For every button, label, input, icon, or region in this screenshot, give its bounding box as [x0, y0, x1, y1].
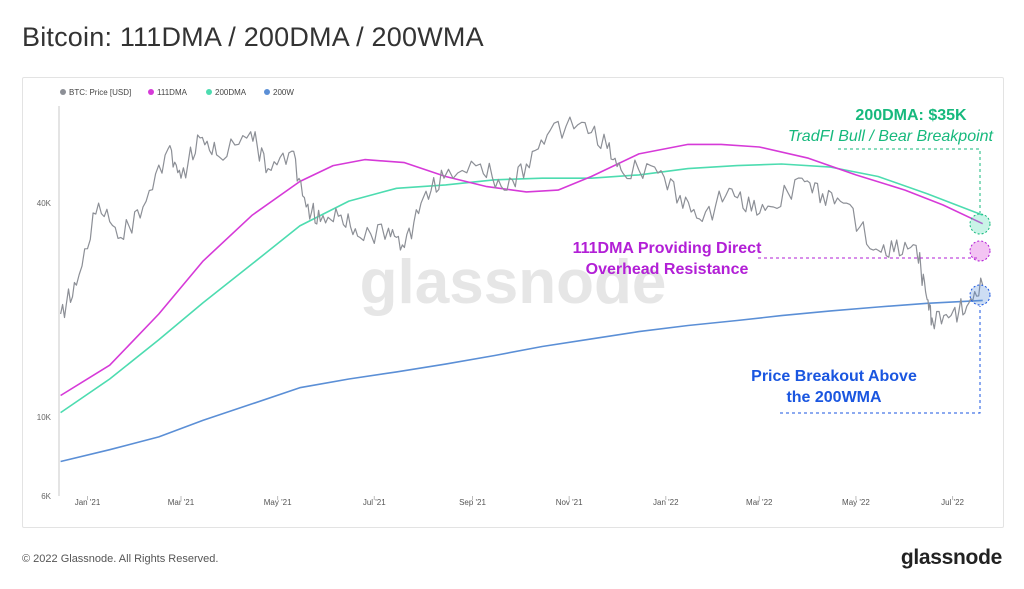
- dma111-annotation-line1: 111DMA Providing Direct: [573, 240, 762, 257]
- dma111-marker: [969, 240, 991, 262]
- dma200-marker: [969, 213, 991, 235]
- y-tick-label: 10K: [37, 413, 52, 422]
- legend-marker: [264, 89, 270, 95]
- dma111-annotation-line2: Overhead Resistance: [586, 261, 749, 278]
- legend-label: BTC: Price [USD]: [69, 88, 131, 97]
- x-tick-label: Mar '21: [168, 498, 195, 507]
- dma200-annotation-subtitle: TradFI Bull / Bear Breakpoint: [788, 128, 994, 145]
- wma-leader: [780, 306, 981, 414]
- y-axis-ticks: 6K 10K 40K: [37, 199, 52, 501]
- legend-marker: [206, 89, 212, 95]
- y-tick-label: 6K: [41, 492, 51, 501]
- page-title: Bitcoin: 111DMA / 200DMA / 200WMA: [22, 22, 484, 52]
- series-layer: [60, 116, 984, 463]
- x-tick-label: Mar '22: [746, 498, 773, 507]
- chart-panel: glassnode 6K 10K 40K Jan '21 Mar '21 May '21…: [22, 77, 1004, 528]
- series-line-dma111: [60, 143, 984, 397]
- series-line-dma200: [60, 163, 983, 414]
- legend-label: 200DMA: [215, 88, 247, 97]
- legend: BTC: Price [USD] 111DMA 200DMA 200W: [60, 88, 294, 97]
- dma200-annotation-title: 200DMA: $35K: [855, 107, 967, 124]
- legend-label: 200W: [273, 88, 294, 97]
- x-tick-label: Jul '22: [941, 498, 964, 507]
- watermark: glassnode: [360, 248, 667, 317]
- dma200-leader: [838, 148, 981, 213]
- legend-marker: [60, 89, 66, 95]
- wma-marker: [969, 284, 991, 306]
- annotations: 200DMA: $35K TradFI Bull / Bear Breakpoi…: [573, 107, 994, 414]
- wma-annotation-line1: Price Breakout Above: [751, 368, 917, 385]
- legend-marker: [148, 89, 154, 95]
- wma-annotation-line2: the 200WMA: [786, 389, 882, 406]
- x-tick-label: Sep '21: [459, 498, 486, 507]
- x-tick-label: Jan '21: [75, 498, 101, 507]
- x-tick-label: Jul '21: [363, 498, 386, 507]
- series-line-price: [60, 116, 984, 330]
- y-tick-label: 40K: [37, 199, 52, 208]
- legend-label: 111DMA: [157, 88, 188, 97]
- x-tick-label: Jan '22: [653, 498, 679, 507]
- x-tick-label: May '21: [264, 498, 292, 507]
- brand-logo: glassnode: [900, 546, 1002, 569]
- x-tick-label: Nov '21: [556, 498, 583, 507]
- x-axis-ticks: Jan '21 Mar '21 May '21 Jul '21 Sep '21 Nov '…: [75, 496, 965, 507]
- copyright-notice: © 2022 Glassnode. All Rights Reserved.: [22, 553, 219, 565]
- chart-svg: glassnode 6K 10K 40K Jan '21 Mar '21 May '21…: [37, 88, 994, 507]
- series-line-wma200: [60, 299, 983, 463]
- x-tick-label: May '22: [842, 498, 870, 507]
